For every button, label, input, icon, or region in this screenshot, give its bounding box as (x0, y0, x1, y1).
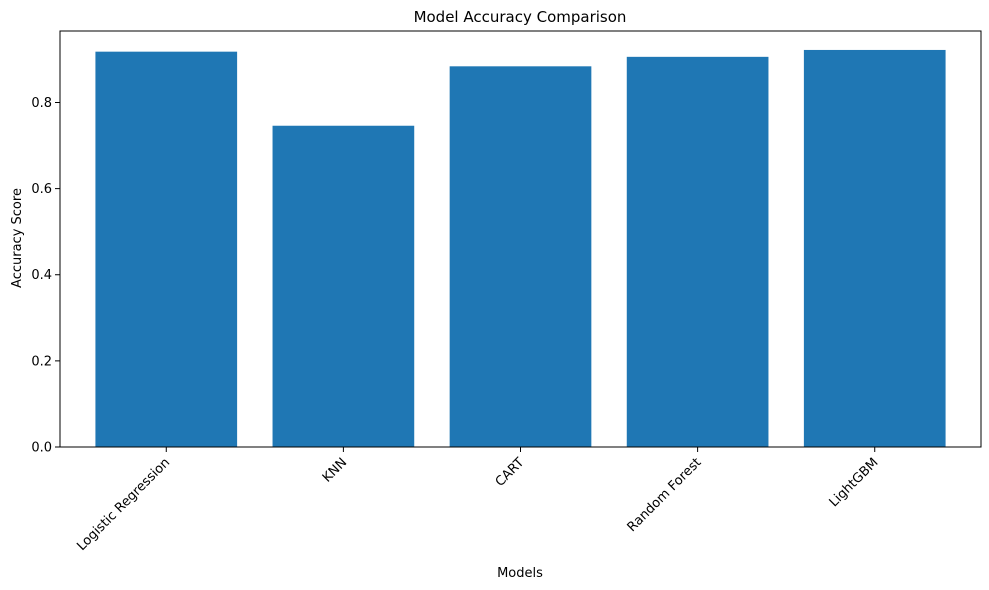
y-tick-label: 0.8 (31, 96, 52, 111)
x-axis-title: Models (497, 566, 543, 581)
y-tick-label: 0.2 (31, 354, 52, 369)
y-tick-label: 0.4 (31, 268, 52, 283)
x-tick-label-knn: KNN (320, 455, 350, 485)
x-tick-label-cart: CART (493, 455, 528, 490)
x-tick-label-logistic-regression: Logistic Regression (74, 455, 173, 554)
bar-random-forest (626, 56, 769, 448)
x-tick-label-lightgbm: LightGBM (827, 455, 882, 510)
y-axis-title: Accuracy Score (10, 188, 25, 288)
bar-knn (272, 125, 415, 447)
x-tick-label-random-forest: Random Forest (625, 455, 705, 535)
chart-title: Model Accuracy Comparison (414, 8, 627, 26)
y-tick-label: 0.6 (31, 182, 52, 197)
y-tick-label: 0.0 (31, 441, 52, 456)
bar-lightgbm (803, 49, 946, 447)
bar-cart (449, 66, 592, 448)
plot-area: 0.0 0.2 0.4 0.6 0.8 Logistic Regression KNN CAR… (31, 30, 982, 554)
bar-logistic-regression (95, 51, 238, 447)
